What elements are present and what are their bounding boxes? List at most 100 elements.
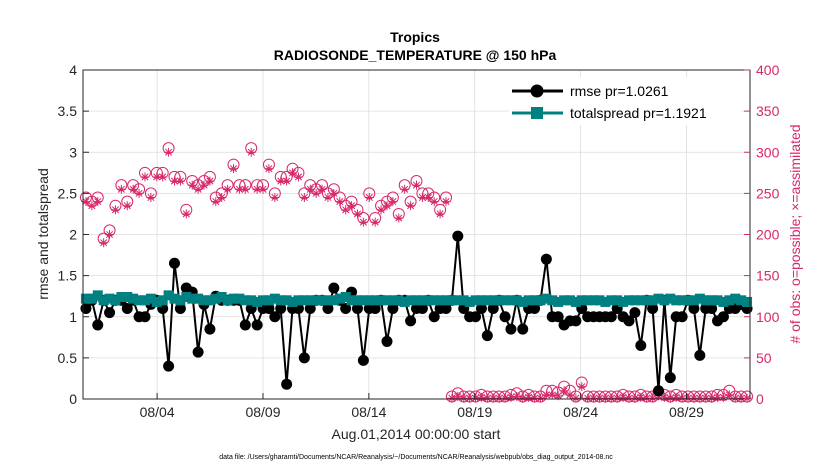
spread-point (234, 293, 245, 304)
obs-assimilated-point (352, 209, 362, 219)
rmse-point (416, 303, 428, 315)
obs-assimilated-point (689, 393, 699, 403)
obs-assimilated-point (612, 393, 622, 403)
spread-point (181, 292, 192, 303)
rmse-point (664, 372, 676, 384)
obs-assimilated-point (223, 184, 233, 194)
spread-point (175, 295, 186, 306)
spread-point (618, 296, 629, 307)
rmse-point (192, 346, 204, 358)
spread-point (629, 295, 640, 306)
right-y-axis: 0 50 100 150 200 250 300 350 400 (744, 62, 780, 407)
spread-point (476, 295, 487, 306)
spread-point (635, 295, 646, 306)
spread-point (104, 293, 115, 304)
obs-assimilated-point (388, 197, 398, 207)
rmse-point (104, 307, 116, 319)
rmse-point (275, 303, 287, 315)
spread-point (641, 295, 652, 306)
spread-point (322, 295, 333, 306)
rmse-point (475, 303, 487, 315)
obs-assimilated-point (429, 197, 439, 207)
rmse-point (505, 323, 517, 335)
spread-point (346, 295, 357, 306)
spread-point (742, 296, 753, 307)
rmse-point (328, 282, 340, 294)
obs-assimilated-point (571, 393, 581, 403)
spread-point (547, 295, 558, 306)
spread-point (387, 295, 398, 306)
spread-point (653, 293, 664, 304)
spread-point (623, 295, 634, 306)
spread-point (328, 295, 339, 306)
spread-point (293, 295, 304, 306)
obs-assimilated-point (512, 392, 522, 402)
spread-point (334, 293, 345, 304)
y-tick-label: 0.5 (58, 350, 78, 366)
spread-point (500, 295, 511, 306)
spread-point (311, 295, 322, 306)
rmse-point (304, 303, 316, 315)
obs-assimilated-point (618, 392, 628, 402)
rmse-point (623, 315, 635, 327)
spread-point (452, 295, 463, 306)
obs-assimilated-point (406, 201, 416, 211)
obs-assimilated-point (547, 390, 557, 400)
spread-point (417, 295, 428, 306)
y-tick-label: 1 (69, 309, 77, 325)
obs-assimilated-point (175, 176, 185, 186)
obs-assimilated-point (293, 172, 303, 182)
rmse-point (163, 360, 175, 372)
spread-point (299, 295, 310, 306)
rmse-point (168, 257, 180, 269)
obs-assimilated-point (335, 197, 345, 207)
obs-assimilated-point (140, 172, 150, 182)
spread-point (399, 296, 410, 307)
rmse-point (717, 311, 729, 323)
legend: rmse pr=1.0261 totalspread pr=1.1921 (509, 77, 741, 125)
obs-assimilated-point (400, 184, 410, 194)
obs-assimilated-point (181, 209, 191, 219)
obs-assimilated-point (122, 201, 132, 211)
obs-assimilated-point (358, 217, 368, 227)
spread-point (134, 295, 145, 306)
spread-point (694, 293, 705, 304)
y2-tick-label: 250 (756, 185, 780, 201)
spread-point (358, 295, 369, 306)
obs-assimilated-point (707, 393, 717, 403)
spread-point (535, 295, 546, 306)
rmse-point (470, 311, 482, 323)
obs-assimilated-point (158, 172, 168, 182)
spread-point (517, 296, 528, 307)
obs-assimilated-point (459, 393, 469, 403)
spread-point (263, 295, 274, 306)
obs-assimilated-point (624, 393, 634, 403)
spread-point (157, 295, 168, 306)
y2-tick-label: 150 (756, 268, 780, 284)
rmse-point (139, 311, 151, 323)
spread-point (210, 293, 221, 304)
spread-point (281, 295, 292, 306)
spread-point (488, 295, 499, 306)
spread-point (275, 295, 286, 306)
spread-point (541, 293, 552, 304)
obs-assimilated-point (229, 164, 239, 174)
obs-assimilated-point (423, 192, 433, 202)
rmse-point (357, 354, 369, 366)
rmse-point (552, 311, 564, 323)
y2-tick-label: 0 (756, 391, 764, 407)
obs-assimilated-point (110, 205, 120, 215)
obs-assimilated-point (347, 201, 357, 211)
rmse-point (440, 303, 452, 315)
spread-point (269, 293, 280, 304)
x-tick-label: 08/04 (140, 404, 175, 420)
y-tick-label: 0 (69, 391, 77, 407)
spread-point (659, 295, 670, 306)
legend-spread-marker (531, 107, 543, 119)
spread-point (305, 295, 316, 306)
spread-point (246, 295, 257, 306)
y2-tick-label: 300 (756, 144, 780, 160)
obs-assimilated-point (282, 176, 292, 186)
spread-point (139, 295, 150, 306)
rmse-point (405, 315, 417, 327)
